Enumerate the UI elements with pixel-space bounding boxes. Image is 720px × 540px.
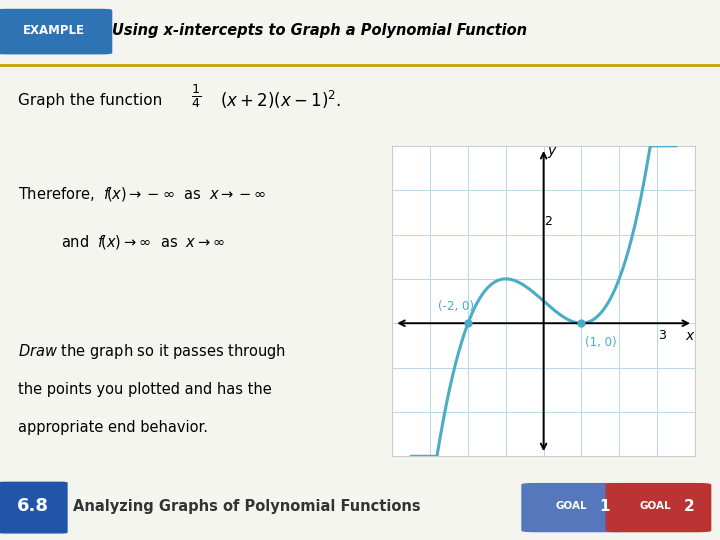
Text: GOAL: GOAL	[556, 501, 588, 511]
Text: 6.8: 6.8	[17, 497, 49, 515]
Text: 2: 2	[544, 215, 552, 228]
Text: Graph the function: Graph the function	[18, 92, 162, 107]
Text: 2: 2	[684, 499, 694, 514]
Text: and  $f\!\left(x\right) \rightarrow \infty$  as  $x \rightarrow \infty$: and $f\!\left(x\right) \rightarrow \inft…	[61, 233, 225, 251]
Text: Analyzing Graphs of Polynomial Functions: Analyzing Graphs of Polynomial Functions	[73, 499, 421, 514]
Text: EXAMPLE: EXAMPLE	[23, 24, 85, 37]
Text: Using x-intercepts to Graph a Polynomial Function: Using x-intercepts to Graph a Polynomial…	[112, 23, 526, 38]
Text: the points you plotted and has the: the points you plotted and has the	[18, 382, 271, 397]
Text: appropriate end behavior.: appropriate end behavior.	[18, 420, 208, 435]
Text: 1: 1	[600, 499, 610, 514]
Text: Therefore,  $f\!\left(x\right) \rightarrow -\infty$  as  $x \rightarrow -\infty$: Therefore, $f\!\left(x\right) \rightarro…	[18, 185, 266, 203]
Text: 3: 3	[657, 329, 665, 342]
FancyBboxPatch shape	[606, 484, 711, 531]
FancyBboxPatch shape	[0, 482, 67, 533]
Text: $(x + 2)(x - 1)^2.$: $(x + 2)(x - 1)^2.$	[220, 89, 341, 111]
Text: (-2, 0): (-2, 0)	[438, 300, 474, 313]
Text: $\mathbf{\mathit{Draw}}$ the graph so it passes through: $\mathbf{\mathit{Draw}}$ the graph so it…	[18, 342, 286, 361]
FancyBboxPatch shape	[522, 484, 626, 531]
Text: y: y	[548, 144, 556, 158]
Text: (1, 0): (1, 0)	[585, 336, 617, 349]
Text: $\frac{1}{4}$: $\frac{1}{4}$	[191, 83, 201, 110]
Text: GOAL: GOAL	[639, 501, 671, 511]
Text: x: x	[685, 329, 693, 343]
FancyBboxPatch shape	[0, 10, 112, 53]
